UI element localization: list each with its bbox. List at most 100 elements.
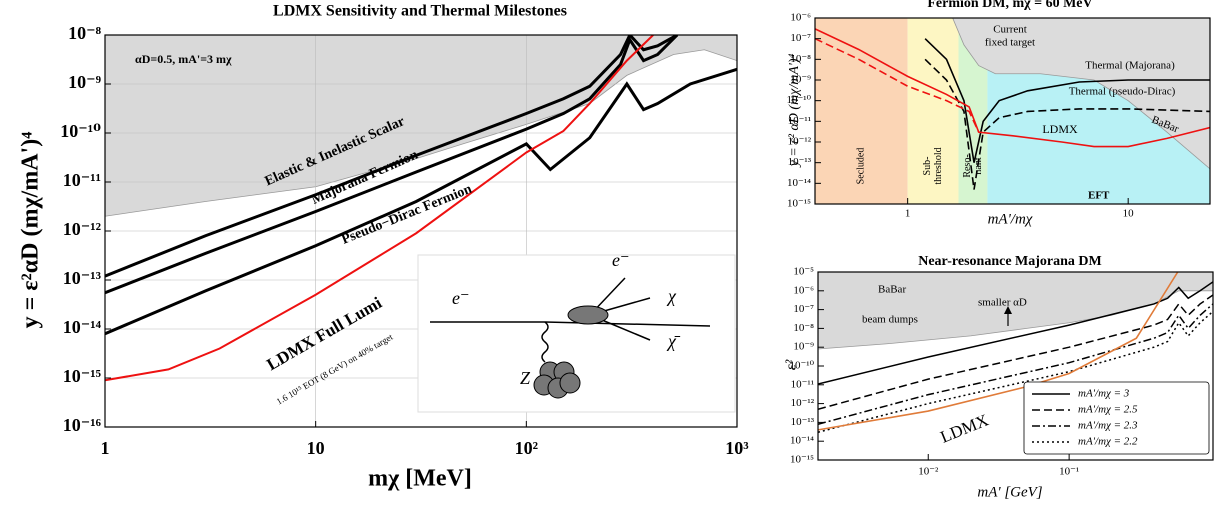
y-tick-label: 10⁻¹¹ (791, 378, 814, 390)
annotation: beam dumps (862, 314, 918, 326)
chart-title: Fermion DM, mχ = 60 MeV (927, 0, 1092, 11)
inset-label: χ (666, 286, 677, 306)
curve (105, 35, 678, 278)
series-line (818, 303, 1213, 425)
y-tick-label: 10⁻¹⁰ (786, 94, 811, 106)
inset-label: e⁻ (452, 288, 470, 308)
curve-label: LDMX (938, 410, 992, 446)
y-tick-label: 10⁻¹⁵ (787, 198, 811, 210)
y-tick-label: 10⁻¹³ (63, 268, 102, 288)
arrow-head (1004, 306, 1012, 314)
y-tick-label: 10⁻¹³ (788, 156, 812, 168)
x-tick-label: 10³ (725, 438, 749, 458)
nucleus (559, 372, 581, 394)
curve-label: Thermal (pseudo-Dirac) (1069, 86, 1176, 98)
annotation: αD=0.5, mA'=3 mχ (135, 52, 232, 66)
y-axis-label: ε² (783, 359, 799, 370)
x-tick-label: 10⁻² (918, 466, 939, 478)
y-tick-label: 10⁻¹⁵ (63, 366, 102, 386)
y-tick-label: 10⁻¹⁶ (63, 415, 102, 435)
curve (105, 35, 679, 295)
photon-line (541, 321, 549, 363)
series-line (818, 310, 1213, 433)
x-tick-label: 10 (307, 438, 325, 458)
series-line (818, 294, 1213, 410)
inset-label: Z (520, 368, 531, 388)
legend-label: mA'/mχ = 2.3 (1078, 420, 1138, 432)
curve (105, 67, 737, 336)
excluded-region (952, 18, 1210, 170)
y-axis-label: y = ε²αD (mχ/mA')⁴ (18, 132, 44, 329)
inset-label: e⁻ (612, 250, 630, 270)
curve (815, 37, 980, 133)
y-tick-label: 10⁻⁸ (793, 322, 814, 334)
band-label: threshold (933, 147, 944, 184)
y-tick-label: 10⁻¹⁰ (60, 121, 101, 141)
y-tick-label: 10⁻¹⁴ (63, 317, 102, 337)
curve-label: LDMX (1042, 122, 1078, 136)
band-label: Sub- (922, 157, 933, 176)
y-tick-label: 10⁻¹⁴ (787, 177, 811, 189)
y-tick-label: 10⁻¹⁴ (790, 435, 814, 447)
chart-title: LDMX Sensitivity and Thermal Milestones (273, 3, 567, 20)
y-tick-label: 10⁻⁸ (68, 23, 102, 43)
curve-label: LDMX Full Lumi (263, 293, 385, 374)
excluded-region (818, 272, 1213, 350)
y-tick-label: 10⁻⁷ (790, 32, 811, 44)
plot-frame (814, 17, 1211, 205)
x-tick-label: 1 (905, 208, 911, 220)
x-tick-label: 10² (515, 438, 538, 458)
legend-label: mA'/mχ = 3 (1078, 388, 1130, 400)
curve-label: Thermal (Majorana) (1085, 60, 1175, 72)
y-tick-label: 10⁻⁷ (793, 303, 814, 315)
y-tick-label: 10⁻¹² (788, 136, 812, 148)
x-tick-label: 10⁻¹ (1059, 466, 1079, 478)
y-tick-label: 10⁻¹³ (791, 416, 815, 428)
y-tick-label: 10⁻⁶ (793, 284, 814, 296)
legend-box (1023, 381, 1210, 455)
excluded-region (105, 35, 737, 217)
band-label: EFT (1088, 190, 1110, 202)
plot-area (815, 18, 1210, 204)
plot-area (818, 272, 1213, 433)
y-tick-label: 10⁻⁹ (793, 341, 814, 353)
legend-label: mA'/mχ = 2.5 (1078, 404, 1138, 416)
y-tick-label: 10⁻¹⁰ (789, 360, 814, 372)
chart-title: Near-resonance Majorana DM (918, 254, 1102, 269)
electron-line (544, 321, 711, 327)
annotation: Current (993, 24, 1027, 36)
y-tick-label: 10⁻¹² (791, 397, 815, 409)
x-axis-label: mA' [GeV] (977, 484, 1042, 500)
y-tick-label: 10⁻¹¹ (63, 170, 101, 190)
curve (924, 58, 1210, 190)
legend-label: mA'/mχ = 2.2 (1078, 436, 1138, 448)
annotation: fixed target (985, 37, 1035, 49)
y-tick-label: 10⁻⁶ (790, 12, 811, 24)
band-label: nant (973, 157, 984, 174)
feynman-inset: e⁻ e⁻ χ χ̄ Z (417, 250, 736, 413)
y-tick-label: 10⁻⁸ (790, 53, 811, 65)
y-tick-label: 10⁻⁹ (790, 74, 811, 86)
band-label: Secluded (856, 148, 867, 185)
band-label: Reso- (962, 154, 973, 177)
y-tick-label: 10⁻¹¹ (788, 115, 811, 127)
region-band (815, 18, 908, 204)
region-band (907, 18, 959, 204)
y-axis-label: y = ε² αD (mχ/mA')⁴ (787, 53, 802, 168)
annotation: BaBar (878, 284, 906, 296)
x-axis-label: mA'/mχ (988, 211, 1033, 227)
vertex-blob (567, 305, 609, 325)
curve (815, 28, 1210, 148)
y-tick-label: 10⁻¹² (63, 219, 101, 239)
y-tick-label: 10⁻⁹ (68, 72, 102, 92)
y-tick-label: 10⁻¹⁵ (790, 454, 814, 466)
x-axis-label: mχ [MeV] (368, 466, 472, 492)
series-line (818, 281, 1213, 385)
annotation: smaller αD (978, 297, 1027, 309)
curve (924, 38, 1210, 163)
curve (105, 35, 654, 382)
x-tick-label: 10 (1123, 208, 1135, 220)
curve (818, 272, 1179, 431)
